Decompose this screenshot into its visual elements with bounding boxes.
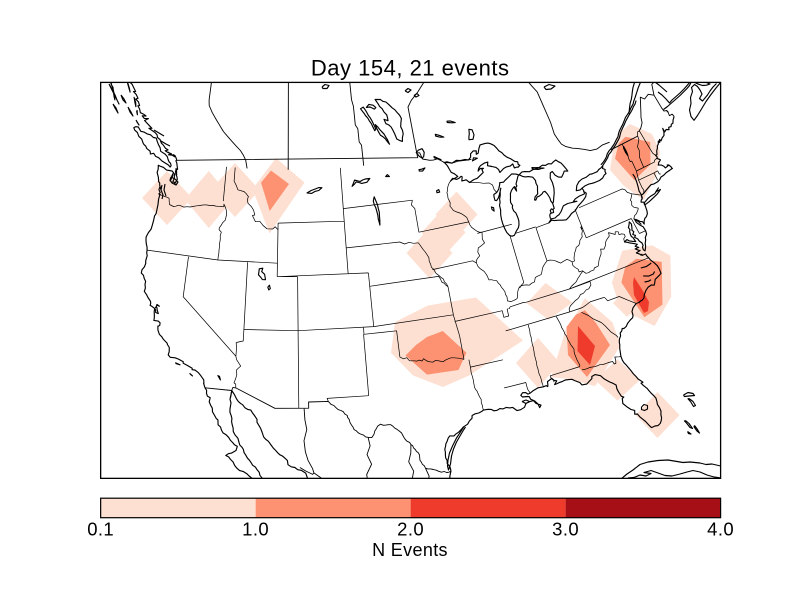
svg-text:3.0: 3.0 [552,519,579,540]
svg-text:N Events: N Events [372,540,448,560]
svg-text:0.1: 0.1 [87,519,114,540]
svg-text:4.0: 4.0 [707,519,734,540]
svg-text:Day 154, 21 events: Day 154, 21 events [311,55,510,80]
svg-text:2.0: 2.0 [397,519,424,540]
svg-text:1.0: 1.0 [242,519,269,540]
